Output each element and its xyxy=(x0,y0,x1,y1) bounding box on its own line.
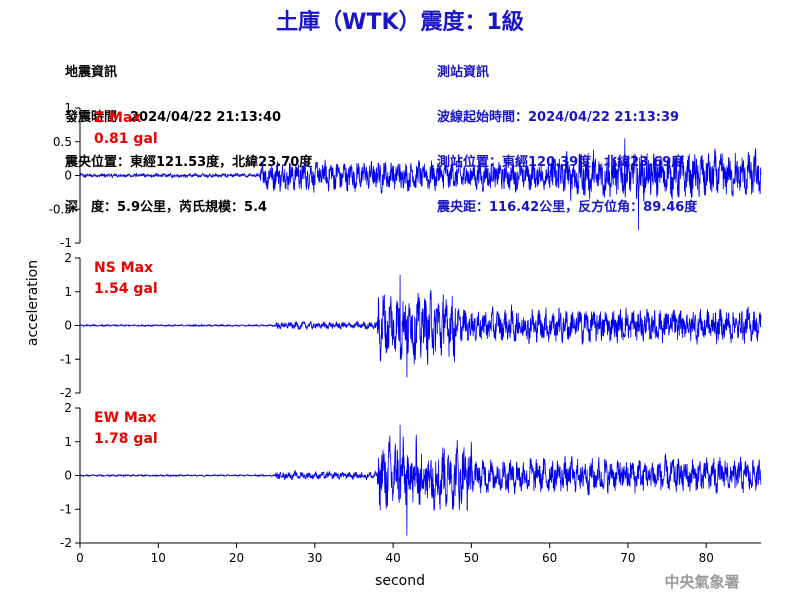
quake-epicenter: 震央位置：東經121.53度，北緯23.70度 xyxy=(65,155,313,170)
max-value-z: 0.81 gal xyxy=(94,131,158,147)
x-tick-label: 20 xyxy=(229,551,244,565)
y-tick-label-ns: -1 xyxy=(60,352,72,366)
waveform-ew xyxy=(79,424,762,536)
x-tick-label: 70 xyxy=(620,551,635,565)
max-value-ew: 1.78 gal xyxy=(94,431,158,447)
station-info-heading: 測站資訊 xyxy=(437,65,490,80)
x-tick-label: 50 xyxy=(464,551,479,565)
x-tick-label: 40 xyxy=(385,551,400,565)
x-tick-label: 80 xyxy=(699,551,714,565)
y-tick-label-ew: -1 xyxy=(60,502,72,516)
y-tick-label-z: 1 xyxy=(64,101,72,115)
page-title: 土庫（WTK）震度：1級 xyxy=(276,10,524,35)
y-tick-label-z: 0.5 xyxy=(53,135,72,149)
y-tick-label-ew: 0 xyxy=(64,469,72,483)
max-title-ew: EW Max xyxy=(94,410,156,426)
quake-info-heading: 地震資訊 xyxy=(65,65,118,80)
max-value-ns: 1.54 gal xyxy=(94,281,158,297)
y-tick-label-z: -0.5 xyxy=(49,202,72,216)
station-distance-azimuth: 震央距：116.42公里，反方位角：89.46度 xyxy=(437,200,698,215)
agency-label: 中央氣象署 xyxy=(664,573,739,591)
waveform-z xyxy=(79,138,762,231)
x-tick-label: 30 xyxy=(307,551,322,565)
y-tick-label-ew: 2 xyxy=(64,401,72,415)
max-title-z: Z Max xyxy=(94,110,141,126)
y-axis-label: acceleration xyxy=(25,260,41,346)
quake-depth-magnitude: 深 度：5.9公里，芮氏規模：5.4 xyxy=(65,200,268,215)
station-info: 測站資訊 波線起始時間：2024/04/22 21:13:39 測站位置：東經1… xyxy=(437,35,697,230)
y-tick-label-ns: 0 xyxy=(64,319,72,333)
y-tick-label-ns: 1 xyxy=(64,285,72,299)
x-tick-label: 10 xyxy=(151,551,166,565)
y-tick-label-ew: -2 xyxy=(60,536,72,550)
y-tick-label-z: -1 xyxy=(60,236,72,250)
station-start-time: 波線起始時間：2024/04/22 21:13:39 xyxy=(437,110,680,125)
y-tick-label-ew: 1 xyxy=(64,435,72,449)
y-tick-label-ns: 2 xyxy=(64,251,72,265)
x-axis-label: second xyxy=(375,573,425,589)
quake-origin-time: 發震時間：2024/04/22 21:13:40 xyxy=(65,110,282,125)
max-title-ns: NS Max xyxy=(94,260,153,276)
waveform-ns xyxy=(79,274,762,378)
quake-info: 地震資訊 發震時間：2024/04/22 21:13:40 震央位置：東經121… xyxy=(65,35,312,230)
x-tick-label: 60 xyxy=(542,551,557,565)
y-tick-label-z: 0 xyxy=(64,169,72,183)
x-tick-label: 0 xyxy=(76,551,84,565)
y-tick-label-ns: -2 xyxy=(60,386,72,400)
